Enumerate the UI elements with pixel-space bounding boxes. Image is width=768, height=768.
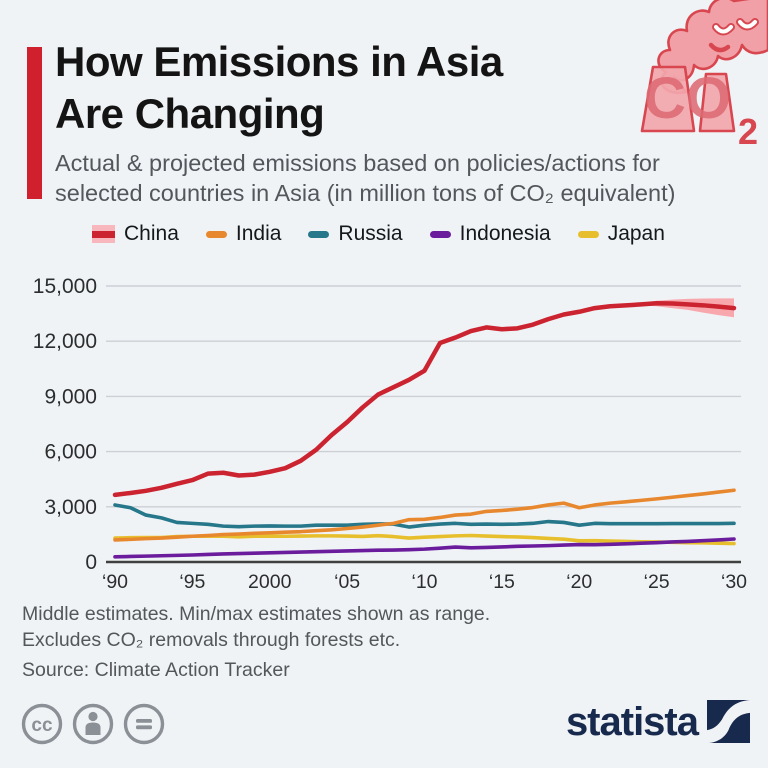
x-tick-label: ‘90	[102, 571, 128, 593]
china-band-swatch-icon	[92, 225, 115, 243]
legend-label: India	[235, 222, 282, 245]
chart-legend: China India Russia Indonesia Japan	[92, 222, 665, 246]
cloud-mouth-icon	[708, 42, 731, 53]
cooling-tower-left	[640, 65, 696, 133]
title-accent-bar	[27, 47, 42, 199]
legend-label: China	[124, 222, 179, 245]
statista-logo-text: statista	[565, 700, 699, 744]
y-tick-label: 12,000	[33, 330, 97, 353]
legend-item-china: China	[92, 222, 179, 246]
x-tick-label: ‘20	[566, 571, 592, 593]
japan-line-swatch-icon	[577, 230, 599, 238]
co2-smokestack-illustration: CO 2	[640, 0, 768, 152]
indonesia-line-swatch-icon	[429, 230, 451, 238]
india-line-swatch-icon	[205, 230, 227, 238]
source-text: Source: Climate Action Tracker	[22, 659, 290, 681]
y-tick-label: 9,000	[44, 385, 97, 408]
y-tick-label: 6,000	[44, 441, 97, 464]
legend-item-india: India	[205, 222, 282, 246]
y-tick-label: 15,000	[33, 275, 97, 298]
note-estimates: Middle estimates. Min/max estimates show…	[22, 603, 491, 625]
note-exclusions: Excludes CO₂ removals through forests et…	[22, 629, 401, 651]
title-line-2: Are Changing	[55, 90, 325, 137]
legend-item-japan: Japan	[577, 222, 665, 246]
china-series-line	[112, 301, 737, 498]
footnotes: Middle estimates. Min/max estimates show…	[22, 601, 490, 653]
creative-commons-icon[interactable]: cc	[20, 702, 64, 746]
no-derivatives-icon[interactable]	[122, 702, 166, 746]
subtitle-line-1: Actual & projected emissions based on po…	[55, 150, 660, 176]
cloud-eye-right-highlight	[738, 20, 757, 29]
chart-subtitle: Actual & projected emissions based on po…	[55, 148, 675, 208]
chart-area: 0 3,000 6,000 9,000 12,000 15,000 ‘90 ‘95 2000 ‘0…	[0, 260, 768, 600]
co2-text: CO	[644, 66, 731, 131]
x-tick-label: ‘15	[489, 571, 515, 593]
x-tick-label: ‘30	[721, 571, 747, 593]
russia-series-line	[113, 503, 736, 529]
y-tick-label: 3,000	[44, 496, 97, 519]
page-title: How Emissions in Asia Are Changing	[55, 36, 503, 140]
subtitle-line-2: selected countries in Asia (in million t…	[55, 180, 676, 206]
legend-label: Indonesia	[459, 222, 551, 245]
attribution-by-icon[interactable]	[71, 702, 115, 746]
x-tick-label: ‘05	[334, 571, 360, 593]
legend-item-indonesia: Indonesia	[429, 222, 551, 246]
statista-logo[interactable]: statista	[566, 700, 750, 744]
china-line-swatch-icon	[92, 230, 115, 238]
legend-label: Russia	[338, 222, 403, 245]
emissions-line-chart: 0 3,000 6,000 9,000 12,000 15,000 ‘90 ‘95 2000 ‘0…	[33, 275, 747, 593]
cloud-eye-left-highlight	[714, 25, 733, 34]
cc-glyph: cc	[31, 715, 53, 736]
x-tick-label: ‘25	[644, 571, 670, 593]
license-icons[interactable]: cc	[20, 702, 166, 746]
x-tick-label: ‘95	[179, 571, 205, 593]
india-series-line	[113, 488, 736, 542]
x-tick-label: 2000	[248, 571, 292, 593]
x-tick-label: ‘10	[411, 571, 437, 593]
indonesia-series-line	[113, 537, 736, 559]
legend-label: Japan	[607, 222, 665, 245]
cooling-tower-right	[698, 72, 736, 133]
statista-logo-icon	[707, 700, 750, 743]
title-line-1: How Emissions in Asia	[55, 38, 503, 85]
russia-line-swatch-icon	[308, 230, 330, 238]
y-tick-label: 0	[85, 551, 97, 574]
co2-subscript: 2	[738, 111, 758, 152]
legend-item-russia: Russia	[308, 222, 403, 246]
